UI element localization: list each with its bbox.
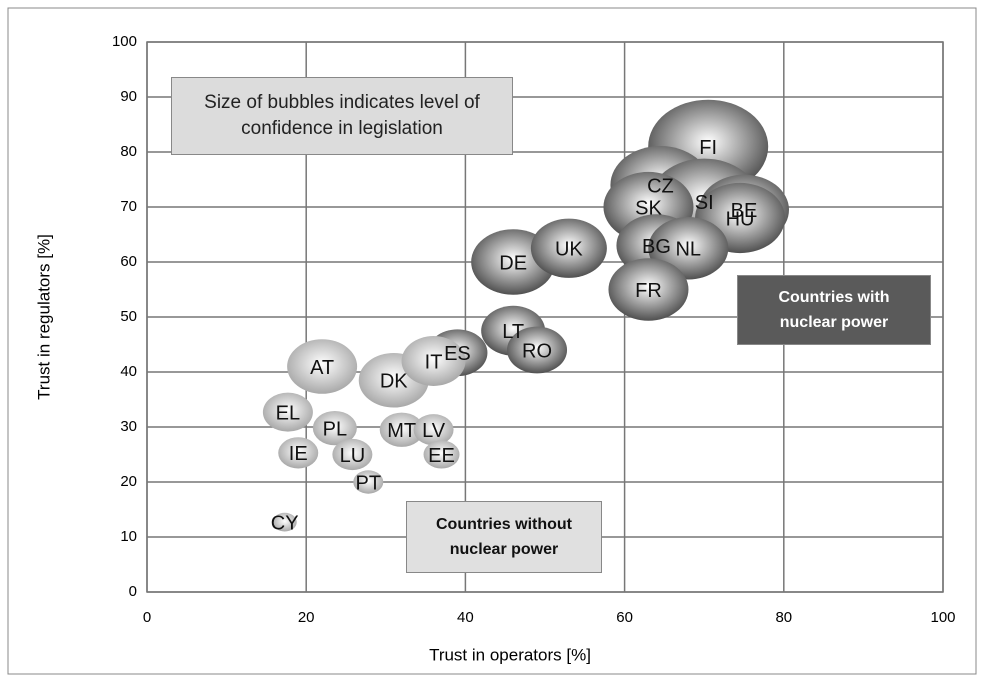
y-tick-label: 20 [120, 473, 137, 490]
bubble-label: PL [323, 418, 347, 440]
bubble-label: SI [695, 192, 714, 214]
bubble-label: IT [425, 351, 443, 373]
y-tick-label: 10 [120, 528, 137, 545]
bubble-label: LT [502, 321, 524, 343]
y-tick-label: 50 [120, 308, 137, 325]
bubble-label: FI [699, 137, 717, 159]
x-tick-label: 100 [930, 609, 955, 626]
bubble [287, 339, 358, 394]
legend-non-nuclear: Countries without nuclear power [406, 501, 602, 573]
bubble-label: ES [444, 343, 471, 365]
y-axis-label: Trust in regulators [%] [34, 234, 53, 400]
legend-nuclear: Countries with nuclear power [737, 275, 931, 345]
bubble-label: FR [635, 280, 662, 302]
y-tick-label: 40 [120, 363, 137, 380]
x-tick-label: 40 [457, 609, 474, 626]
bubble [608, 258, 689, 321]
bubble-label: UK [555, 239, 583, 261]
y-tick-label: 100 [112, 33, 137, 50]
x-tick-label: 80 [775, 609, 792, 626]
bubble-label: RO [522, 340, 552, 362]
bubble [278, 437, 319, 469]
bubble [272, 512, 297, 532]
bubble [401, 336, 466, 386]
bubble-label: CY [271, 512, 299, 534]
y-tick-label: 90 [120, 88, 137, 105]
bubble-label: LV [422, 420, 446, 442]
annotation: Size of bubbles indicates level of confi… [171, 77, 513, 155]
x-axis-label: Trust in operators [%] [429, 645, 591, 664]
y-tick-label: 70 [120, 198, 137, 215]
bubble-label: IE [289, 443, 308, 465]
bubble [423, 440, 460, 469]
bubble-label: HU [726, 208, 755, 230]
bubble-label: EE [428, 445, 455, 467]
bubble-label: AT [310, 357, 334, 379]
bubble-label: DE [499, 252, 527, 274]
bubble [379, 412, 424, 447]
y-tick-label: 60 [120, 253, 137, 270]
y-tick-label: 30 [120, 418, 137, 435]
bubble [312, 410, 357, 446]
x-tick-label: 60 [616, 609, 633, 626]
bubble [332, 438, 373, 471]
bubble-label: CZ [647, 175, 674, 197]
bubble-label: PT [356, 472, 382, 494]
frame [7, 7, 977, 675]
bubble-label: MT [387, 420, 416, 442]
bubble-label: SK [635, 197, 662, 219]
bubble-label: DK [380, 371, 408, 393]
bubble-label: BE [731, 200, 758, 222]
bubble-label: LU [340, 445, 366, 467]
bubble [262, 392, 313, 432]
x-tick-label: 0 [143, 609, 151, 626]
bubble [507, 326, 568, 374]
bubble [530, 218, 607, 278]
y-tick-label: 80 [120, 143, 137, 160]
bubble [413, 414, 454, 446]
bubble-label: EL [276, 402, 300, 424]
y-tick-label: 0 [129, 583, 137, 600]
bubble [353, 470, 384, 494]
bubble-label: NL [675, 239, 701, 261]
x-tick-label: 20 [298, 609, 315, 626]
bubble-label: BG [642, 236, 671, 258]
